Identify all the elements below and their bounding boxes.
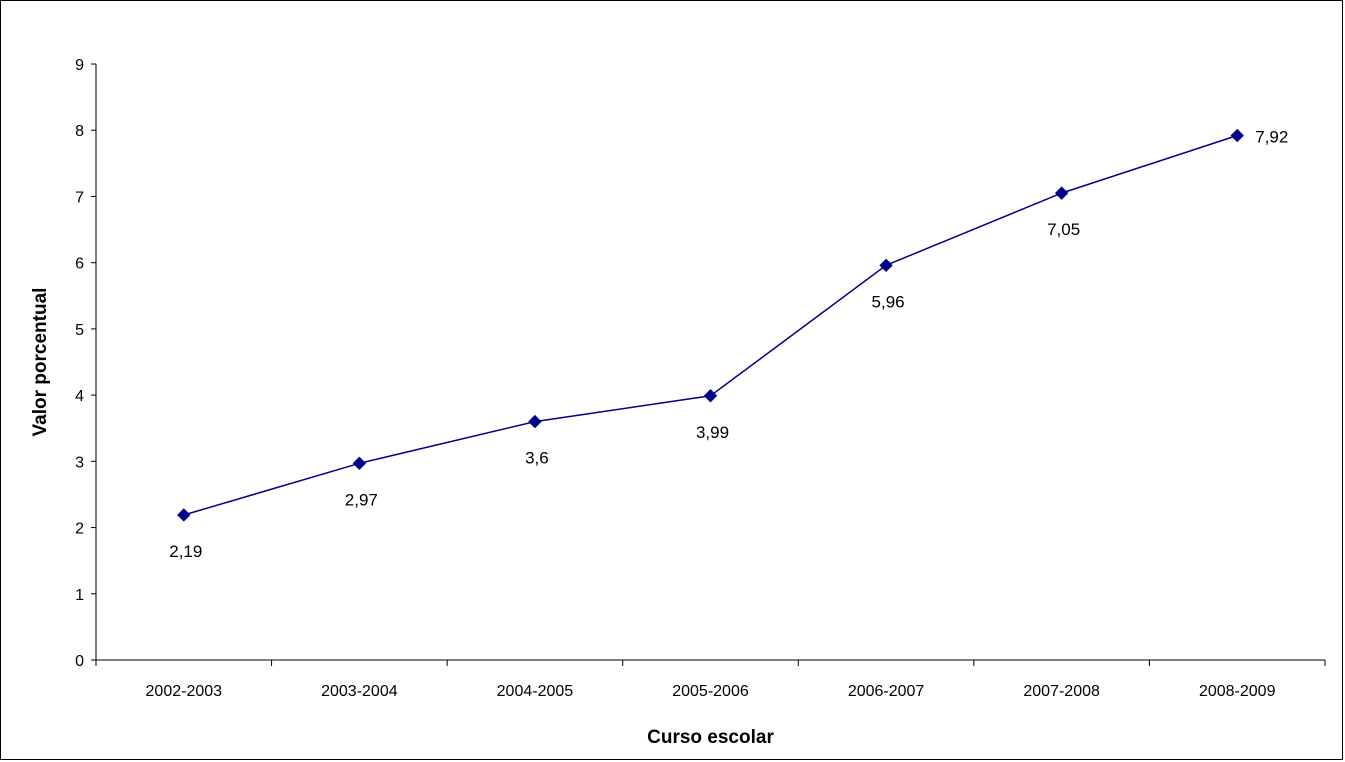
- axes: [95, 64, 1325, 661]
- x-tick-label: 2007-2008: [1023, 683, 1100, 700]
- y-tick-label: 7: [75, 189, 84, 206]
- y-tick-label: 3: [75, 454, 84, 471]
- x-tick-label: 2003-2004: [321, 683, 398, 700]
- y-tick-label: 0: [75, 653, 84, 670]
- y-tick-label: 5: [75, 322, 84, 339]
- data-labels: 2,19 2,97 3,6 3,99 5,96 7,05 7,92: [169, 128, 1288, 561]
- x-ticks: 2002-2003 2003-2004 2004-2005 2005-2006 2006…: [95, 660, 1326, 700]
- x-tick-label: 2006-2007: [848, 683, 925, 700]
- y-tick-label: 8: [75, 123, 84, 140]
- y-tick-label: 9: [75, 57, 84, 74]
- data-point-marker: [879, 258, 893, 273]
- data-point-marker: [528, 414, 542, 429]
- data-markers: [177, 128, 1244, 522]
- data-label: 2,97: [345, 490, 378, 509]
- x-tick-label: 2002-2003: [146, 683, 223, 700]
- data-label: 3,99: [696, 423, 729, 442]
- y-tick-label: 2: [75, 521, 84, 538]
- x-axis-title: Curso escolar: [647, 727, 774, 748]
- data-label: 7,05: [1047, 220, 1080, 239]
- data-point-marker: [703, 389, 718, 403]
- series-line: [183, 134, 1238, 516]
- data-point-marker: [352, 456, 367, 471]
- data-label: 2,19: [169, 542, 202, 561]
- data-point-marker: [177, 508, 191, 522]
- y-axis-title: Valor porcentual: [30, 288, 51, 437]
- y-tick-label: 1: [75, 587, 84, 604]
- data-point-marker: [1054, 186, 1069, 200]
- x-tick-label: 2004-2005: [497, 683, 574, 700]
- y-tick-label: 6: [75, 256, 84, 273]
- y-tick-label: 4: [75, 388, 84, 405]
- data-point-marker: [1230, 128, 1244, 143]
- x-tick-label: 2005-2006: [672, 683, 749, 700]
- data-label: 5,96: [872, 292, 905, 311]
- data-label: 7,92: [1255, 128, 1288, 147]
- y-ticks: 0 1 2 3 4 5 6 7 8 9: [75, 57, 96, 670]
- data-label: 3,6: [525, 449, 549, 468]
- x-tick-label: 2008-2009: [1199, 683, 1276, 700]
